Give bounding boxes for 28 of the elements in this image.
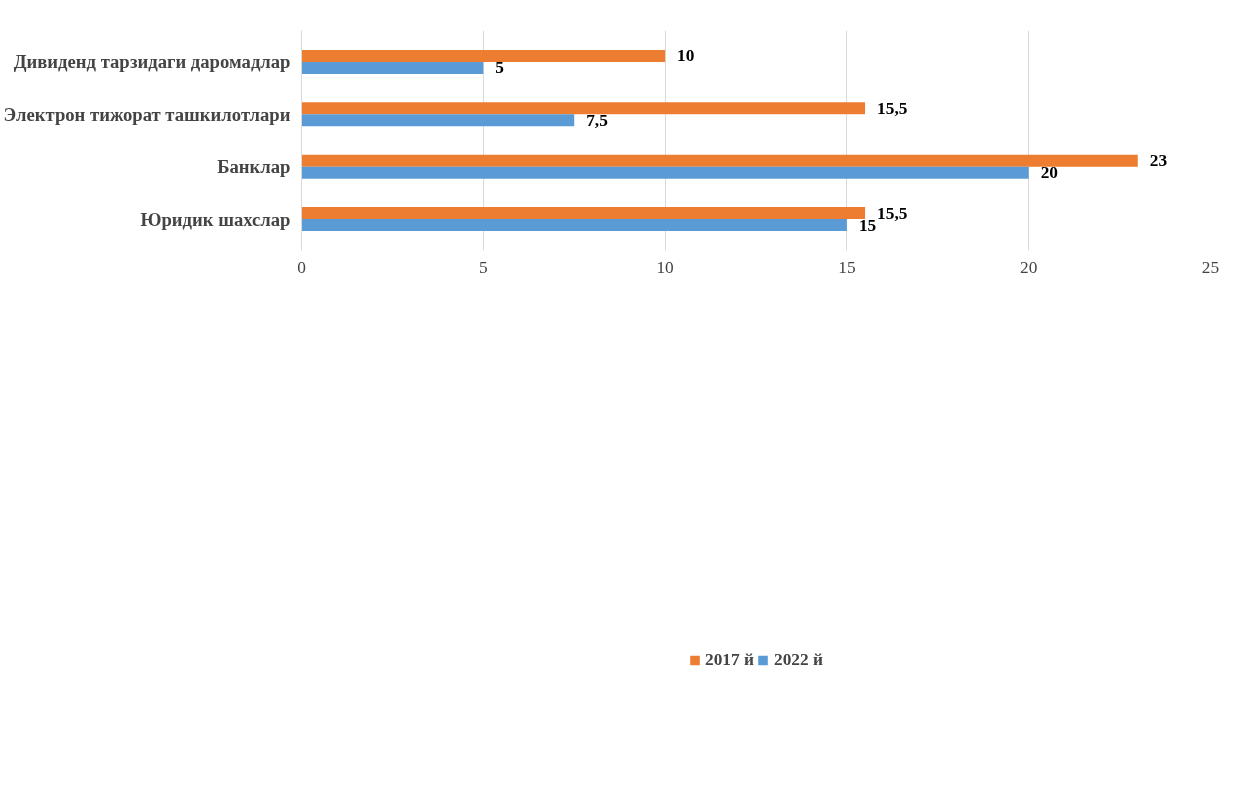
bar xyxy=(301,61,484,74)
bar xyxy=(301,207,866,220)
legend-label: 2017 й xyxy=(705,650,754,670)
x-tick-label: 20 xyxy=(1020,257,1038,277)
data-label: 23 xyxy=(1149,151,1168,171)
data-label: 5 xyxy=(495,58,505,78)
data-label: 7,5 xyxy=(586,110,609,130)
bar xyxy=(301,102,866,115)
data-label: 10 xyxy=(677,46,695,66)
y-tick-label: Дивиденд тарзидаги даромадлар xyxy=(13,51,291,73)
y-tick-label: Электрон тижорат ташкилотлари xyxy=(3,103,291,125)
y-tick-label: Юридик шахслар xyxy=(140,208,291,230)
bar xyxy=(301,166,1029,179)
x-tick-label: 5 xyxy=(478,257,488,277)
data-label: 20 xyxy=(1040,163,1059,183)
bar xyxy=(301,154,1138,167)
x-tick-label: 25 xyxy=(1201,257,1220,277)
bar xyxy=(301,219,847,232)
bar xyxy=(301,114,575,127)
x-tick-label: 10 xyxy=(656,257,674,277)
x-tick-label: 0 xyxy=(297,257,306,277)
y-tick-label: Банклар xyxy=(217,156,291,178)
data-label: 15,5 xyxy=(877,98,908,118)
data-label: 15 xyxy=(858,215,877,235)
x-tick-label: 15 xyxy=(838,257,856,277)
bar xyxy=(301,49,666,62)
data-label: 15,5 xyxy=(877,203,908,223)
legend-label: 2022 й xyxy=(774,650,823,670)
